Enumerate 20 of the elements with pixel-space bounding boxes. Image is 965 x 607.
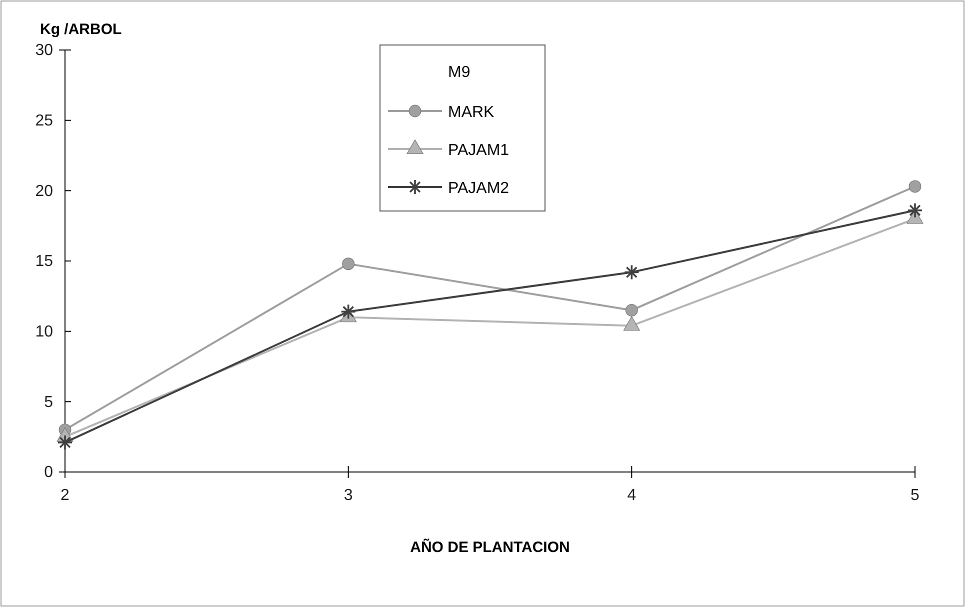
legend-label: PAJAM1 [448, 142, 510, 159]
point [342, 258, 355, 270]
x-tick-label: 3 [344, 487, 353, 504]
y-axis-title: Kg /ARBOL [40, 21, 122, 38]
legend-label: MARK [448, 104, 495, 121]
x-tick-label: 5 [910, 487, 920, 504]
y-tick-label: 15 [35, 253, 54, 270]
y-tick-label: 10 [35, 323, 54, 340]
x-tick-label: 4 [627, 487, 636, 504]
x-tick-label: 2 [60, 487, 70, 504]
legend-label: PAJAM2 [448, 180, 510, 197]
point [625, 304, 638, 316]
x-axis-title: AÑO DE PLANTACION [410, 538, 570, 556]
y-tick-label: 25 [35, 112, 54, 130]
y-tick-label: 20 [35, 182, 54, 200]
y-tick-label: 5 [44, 394, 54, 411]
y-tick-label: 0 [44, 464, 54, 482]
y-tick-label: 30 [35, 42, 54, 60]
legend-title: M9 [448, 64, 470, 81]
point [908, 180, 922, 193]
